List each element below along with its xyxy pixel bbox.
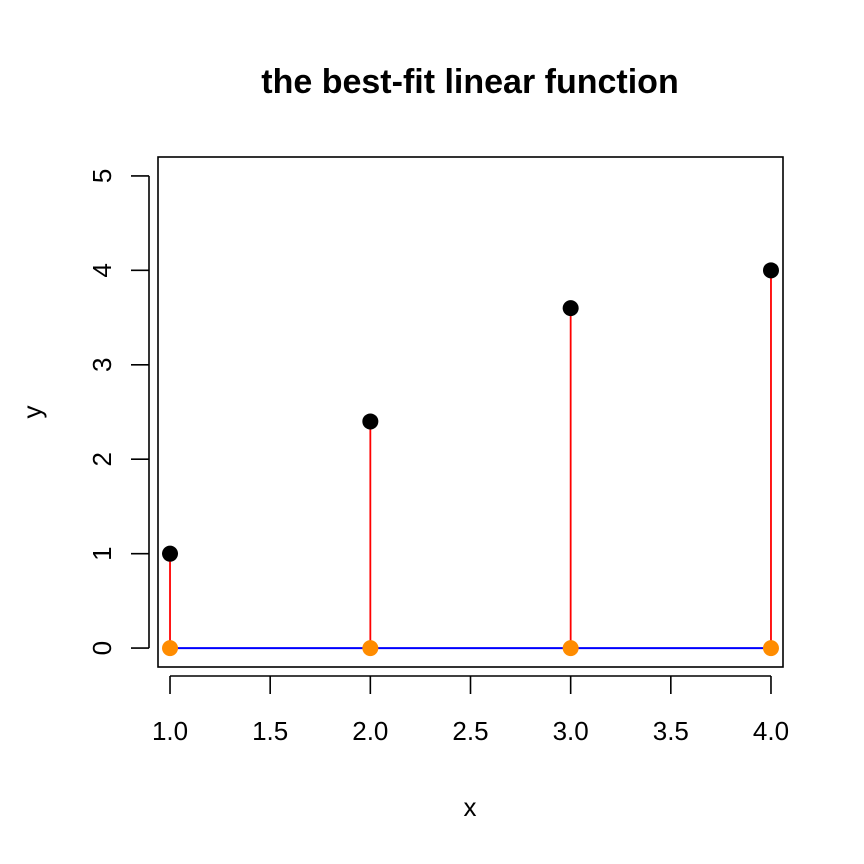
x-tick-label: 1.0	[152, 716, 188, 746]
fitted-point	[762, 640, 779, 657]
chart-title: the best-fit linear function	[261, 63, 678, 101]
y-tick-label: 4	[87, 263, 117, 277]
y-tick-label: 3	[87, 358, 117, 372]
y-axis-label: y	[17, 406, 47, 419]
fitted-point	[162, 640, 179, 657]
data-marks	[162, 262, 779, 657]
y-tick-label: 2	[87, 452, 117, 466]
observed-point	[162, 545, 179, 562]
x-tick-label: 3.0	[553, 716, 589, 746]
x-tick-label: 2.5	[452, 716, 488, 746]
x-tick-label: 2.0	[352, 716, 388, 746]
x-tick-label: 1.5	[252, 716, 288, 746]
x-tick-label: 4.0	[753, 716, 789, 746]
x-axis: 1.0 1.5 2.0 2.5 3.0 3.5 4.0	[152, 675, 789, 746]
x-tick-label: 3.5	[653, 716, 689, 746]
observed-point	[362, 413, 379, 430]
y-tick-label: 5	[87, 169, 117, 183]
observed-point	[562, 300, 579, 317]
fitted-point	[562, 640, 579, 657]
fitted-point	[362, 640, 379, 657]
observed-point	[762, 262, 779, 279]
plot-frame	[157, 156, 784, 668]
x-axis-label: x	[464, 792, 477, 822]
y-tick-label: 1	[87, 546, 117, 560]
y-axis: 0 1 2 3 4 5	[87, 169, 150, 655]
y-tick-label: 0	[87, 641, 117, 655]
